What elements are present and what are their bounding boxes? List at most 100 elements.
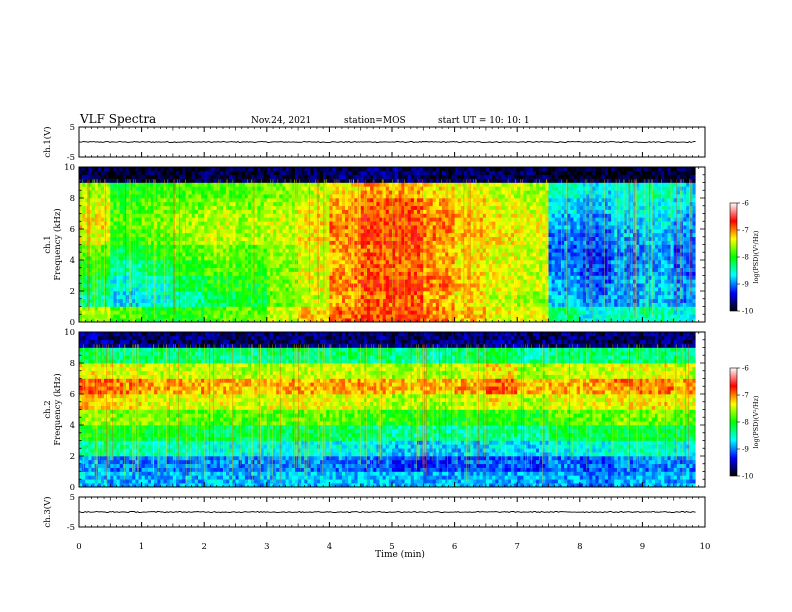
spectrogram-cell: [595, 275, 599, 280]
spectrogram-cell: [147, 229, 152, 234]
spectrogram-cell: [157, 229, 161, 234]
spectrogram-cell: [626, 314, 631, 319]
spectrogram-cell: [329, 294, 333, 300]
spectrogram-cell: [282, 232, 286, 238]
spectrogram-cell: [661, 279, 665, 284]
spectrogram-cell: [388, 260, 393, 265]
spectrogram-cell: [489, 283, 493, 288]
spectrogram-cell: [467, 302, 471, 307]
spectrogram-cell: [266, 314, 271, 319]
spectrogram-cell: [147, 306, 152, 311]
spectrogram-cell: [288, 263, 293, 269]
spectrogram-cell: [191, 279, 196, 284]
spectrogram-cell: [548, 318, 552, 322]
spectrogram-cell: [482, 298, 487, 303]
spectrogram-cell: [592, 287, 596, 292]
spectrogram-cell: [213, 252, 218, 257]
spectrogram-cell: [104, 287, 108, 292]
spectrogram-cell: [332, 283, 336, 288]
spectrogram-cell: [141, 287, 146, 292]
spectrogram-cell: [482, 283, 487, 288]
spectrogram-cell: [420, 248, 424, 253]
spectrogram-cell: [460, 229, 465, 234]
spectrogram-cell: [194, 256, 199, 261]
spectrogram-cell: [141, 291, 146, 296]
spectrogram-cell: [404, 306, 408, 311]
spectrogram-cell: [535, 256, 540, 261]
spectrogram-cell: [523, 283, 527, 288]
spectrogram-cell: [645, 271, 649, 276]
spectrogram-cell: [442, 256, 446, 261]
spectrogram-cell: [241, 229, 246, 234]
spectrogram-cell: [570, 310, 574, 315]
spectrogram-cell: [658, 318, 662, 322]
spectrogram-cell: [326, 283, 330, 288]
spectrogram-cell: [163, 267, 167, 272]
spectrogram-cell: [357, 287, 361, 292]
spectrogram-cell: [385, 244, 390, 249]
spectrogram-cell: [354, 298, 358, 303]
spectrogram-cell: [379, 318, 383, 322]
spectrogram-cell: [191, 298, 196, 303]
spectrogram-cell: [623, 310, 628, 315]
spectrogram-cell: [658, 244, 662, 249]
spectrogram-cell: [423, 302, 427, 307]
spectrogram-cell: [138, 306, 142, 311]
spectrogram-cell: [604, 314, 609, 319]
spectrogram-cell: [132, 267, 136, 272]
spectrogram-cell: [404, 236, 408, 241]
spectrogram-cell: [235, 244, 239, 249]
spectrogram-cell: [204, 318, 208, 322]
spectrogram-cell: [316, 314, 321, 319]
spectrogram-cell: [651, 310, 656, 315]
spectrogram-cell: [291, 283, 296, 288]
spectrogram-cell: [157, 291, 161, 296]
spectrogram-cell: [229, 263, 233, 269]
spectrogram-cell: [645, 232, 649, 238]
spectrogram-cell: [620, 291, 624, 296]
spectrogram-cell: [163, 256, 167, 261]
spectrogram-cell: [210, 298, 214, 303]
spectrogram-cell: [85, 260, 89, 265]
spectrogram-cell: [160, 318, 164, 322]
spectrogram-cell: [97, 318, 102, 322]
spectrogram-cell: [692, 248, 696, 253]
spectrogram-cell: [169, 267, 174, 272]
spectrogram-cell: [673, 260, 678, 265]
spectrogram-cell: [438, 232, 443, 238]
spectrogram-cell: [113, 283, 117, 288]
spectrogram-cell: [357, 248, 361, 253]
spectrogram-cell: [370, 314, 374, 319]
spectrogram-cell: [169, 256, 174, 261]
spectrogram-cell: [542, 283, 546, 288]
spectrogram-cell: [476, 302, 480, 307]
spectrogram-cell: [654, 298, 659, 303]
spectrogram-cell: [542, 260, 546, 265]
spectrogram-cell: [254, 298, 258, 303]
spectrogram-cell: [432, 267, 437, 272]
spectrogram-cell: [467, 298, 471, 303]
spectrogram-cell: [504, 260, 509, 265]
spectrogram-cell: [266, 240, 271, 245]
spectrogram-cell: [85, 244, 89, 249]
spectrogram-cell: [110, 248, 114, 253]
spectrogram-cell: [204, 267, 208, 272]
spectrogram-cell: [573, 267, 577, 272]
spectrogram-cell: [667, 240, 671, 245]
spectrogram-cell: [476, 294, 480, 300]
spectrogram-cell: [401, 271, 405, 276]
spectrogram-cell: [113, 248, 117, 253]
spectrogram-cell: [689, 306, 693, 311]
spectrogram-cell: [382, 256, 387, 261]
spectrogram-cell: [576, 252, 581, 257]
spectrogram-cell: [504, 252, 509, 257]
spectrogram-cell: [370, 252, 374, 257]
spectrogram-cell: [88, 267, 92, 272]
spectrogram-cell: [163, 236, 167, 241]
spectrogram-cell: [204, 271, 208, 276]
spectrogram-cell: [595, 287, 599, 292]
spectrogram-cell: [417, 318, 421, 322]
spectrogram-cell: [97, 244, 102, 249]
spectrogram-cell: [282, 260, 286, 265]
spectrogram-cell: [194, 267, 199, 272]
